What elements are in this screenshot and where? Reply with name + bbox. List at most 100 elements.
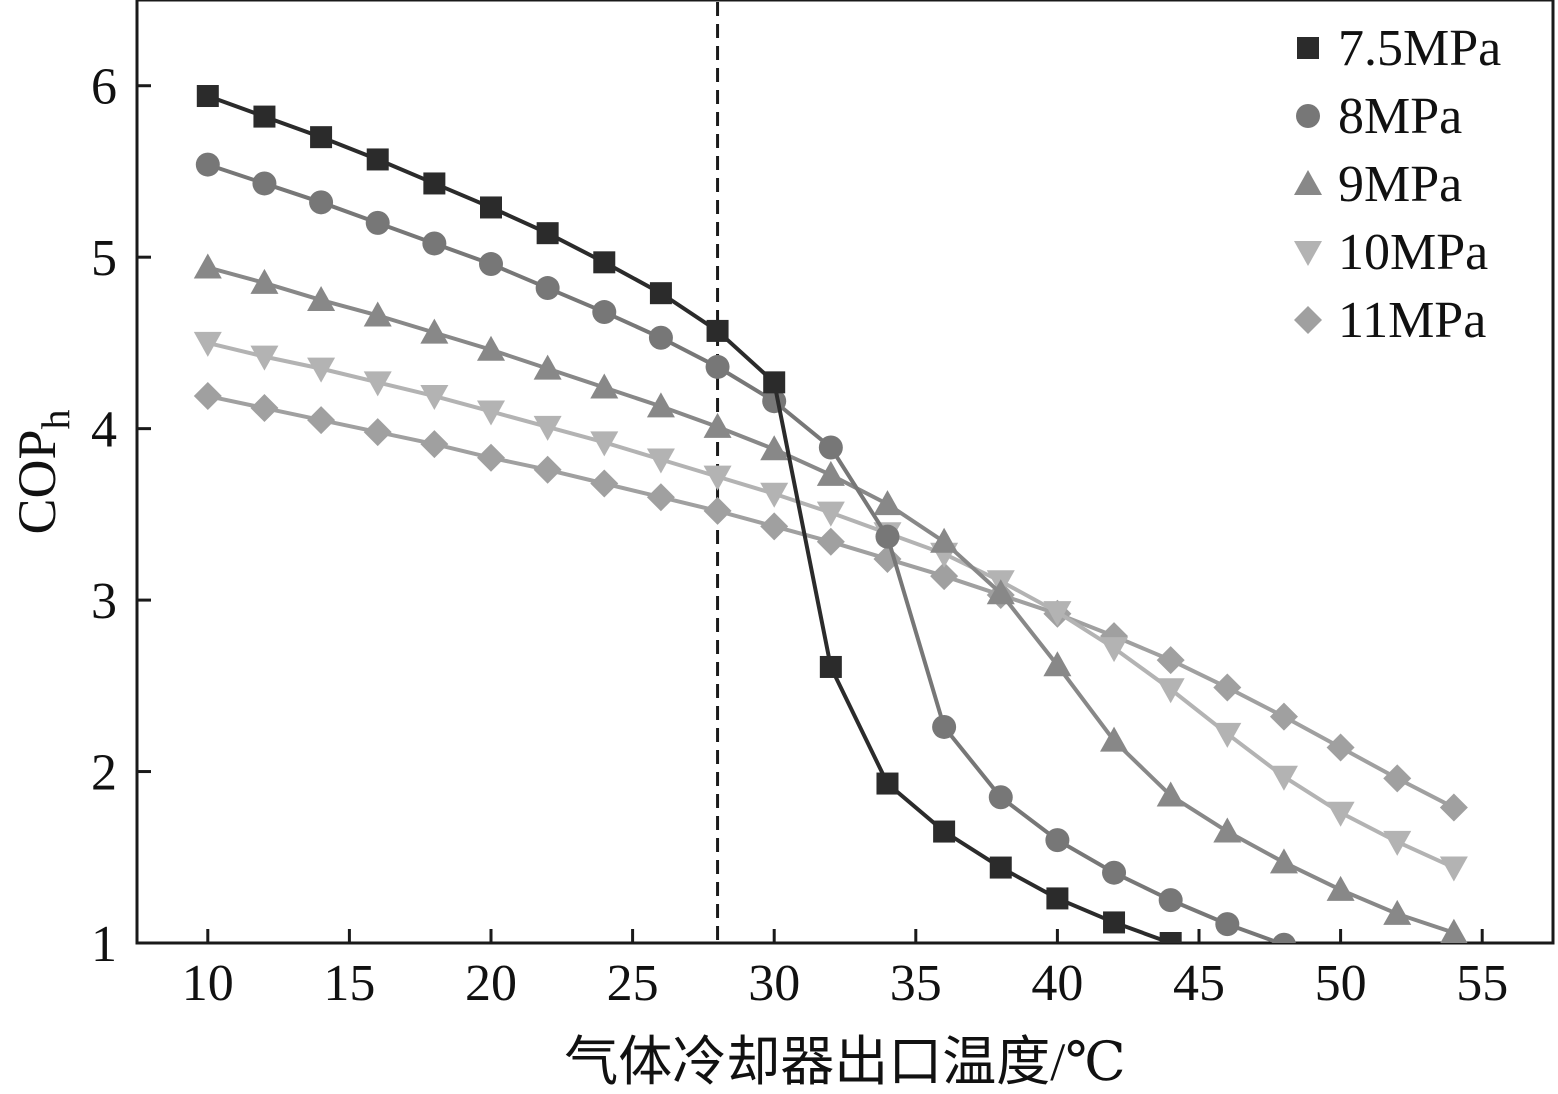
- x-tick-label: 15: [323, 955, 375, 1012]
- series-line: [207, 265, 1455, 935]
- data-point: [307, 357, 336, 383]
- data-point: [480, 196, 502, 219]
- data-point: [763, 371, 786, 394]
- data-point: [703, 496, 732, 525]
- legend-label: 11MPa: [1338, 292, 1486, 349]
- data-point: [420, 318, 449, 344]
- data-point: [307, 286, 336, 312]
- data-point: [816, 527, 845, 556]
- data-point: [989, 856, 1012, 879]
- y-tick-label: 5: [91, 230, 117, 287]
- data-point: [760, 435, 789, 461]
- y-tick-label: 1: [91, 916, 117, 973]
- data-point: [646, 483, 675, 512]
- data-point: [1100, 637, 1129, 663]
- legend-marker: [1294, 241, 1322, 266]
- data-point: [307, 406, 336, 435]
- legend-marker: [1297, 37, 1319, 59]
- y-axis-ticks: 1 2 3 4 5 6: [91, 59, 151, 973]
- data-point: [250, 394, 279, 423]
- legend-marker: [1294, 306, 1322, 334]
- legend-marker: [1294, 170, 1322, 195]
- data-point: [703, 412, 732, 438]
- x-axis-ticks: 10 15 20 25 30 35 40 45 50 55: [182, 929, 1508, 1012]
- data-point: [1326, 801, 1355, 827]
- x-tick-label: 30: [748, 955, 800, 1012]
- legend-label: 9MPa: [1338, 156, 1462, 213]
- series-8MPa: [195, 152, 1296, 943]
- data-point: [533, 354, 562, 380]
- series-9MPa: [193, 253, 1468, 943]
- data-point: [873, 490, 902, 516]
- data-point: [1383, 899, 1412, 925]
- data-point: [816, 460, 845, 486]
- data-point: [988, 785, 1013, 810]
- data-point: [1156, 678, 1185, 704]
- data-point: [646, 448, 675, 474]
- data-point: [1102, 860, 1127, 885]
- data-point: [1215, 912, 1240, 937]
- data-point: [703, 465, 732, 491]
- data-point: [535, 276, 560, 301]
- data-point: [1269, 848, 1298, 874]
- data-point: [1383, 830, 1412, 856]
- data-point: [252, 171, 277, 196]
- data-point: [536, 222, 559, 245]
- legend-item: 8MPa: [1296, 88, 1462, 145]
- series-group: [193, 85, 1468, 943]
- data-point: [1439, 856, 1468, 882]
- data-point: [986, 579, 1015, 605]
- data-point: [1103, 911, 1126, 934]
- y-tick-label: 4: [91, 402, 117, 459]
- data-point: [760, 482, 789, 508]
- legend: 7.5MPa 8MPa 9MPa 10MPa 11MPa: [1294, 20, 1501, 349]
- legend-item: 10MPa: [1294, 224, 1488, 281]
- data-point: [477, 335, 505, 361]
- legend-label: 7.5MPa: [1338, 20, 1501, 77]
- data-point: [250, 268, 279, 294]
- data-point: [1046, 887, 1069, 910]
- data-point: [309, 190, 334, 215]
- data-point: [420, 385, 449, 411]
- data-point: [363, 418, 392, 447]
- data-point: [592, 300, 617, 325]
- series-11MPa: [193, 382, 1468, 822]
- x-tick-label: 45: [1173, 955, 1225, 1012]
- x-tick-label: 20: [465, 955, 517, 1012]
- data-point: [648, 325, 673, 350]
- series-10MPa: [193, 331, 1468, 882]
- data-point: [193, 253, 222, 279]
- data-point: [310, 126, 333, 149]
- series-7.5MPa: [196, 85, 1182, 943]
- x-tick-label: 40: [1031, 955, 1083, 1012]
- y-axis-title-main: COP: [7, 429, 67, 534]
- data-point: [649, 282, 672, 305]
- data-point: [1156, 646, 1185, 675]
- x-tick-label: 55: [1456, 955, 1508, 1012]
- y-tick-label: 2: [91, 745, 117, 802]
- data-point: [1213, 817, 1242, 843]
- data-point: [1159, 932, 1182, 943]
- data-point: [363, 301, 392, 327]
- data-point: [1043, 601, 1072, 627]
- x-tick-label: 10: [182, 955, 234, 1012]
- data-point: [1213, 673, 1242, 702]
- y-tick-label: 3: [91, 573, 117, 630]
- data-point: [816, 501, 845, 527]
- data-point: [250, 345, 279, 371]
- data-point: [646, 392, 675, 418]
- x-tick-label: 50: [1315, 955, 1367, 1012]
- legend-label: 10MPa: [1338, 224, 1488, 281]
- data-point: [193, 382, 222, 411]
- data-point: [818, 435, 843, 460]
- y-axis-title: COPh: [7, 409, 78, 534]
- data-point: [477, 400, 505, 426]
- y-tick-label: 6: [91, 59, 117, 116]
- data-point: [1213, 722, 1242, 748]
- data-point: [590, 431, 619, 457]
- data-point: [875, 524, 900, 549]
- legend-marker: [1296, 104, 1320, 128]
- data-point: [590, 469, 619, 498]
- data-point: [1269, 765, 1298, 791]
